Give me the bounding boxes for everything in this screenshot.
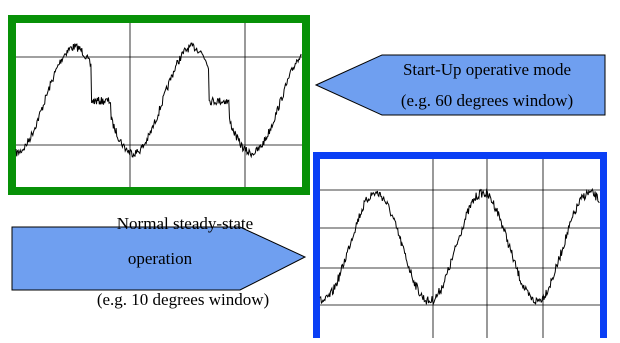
callout-text: Normal steady-state — [117, 214, 253, 233]
green-frame — [12, 19, 306, 191]
callout-text: (e.g. 10 degrees window) — [97, 290, 269, 309]
startup-scope — [12, 19, 306, 191]
diagram: Start-Up operative mode (e.g. 60 degrees… — [0, 0, 620, 338]
steady-scope — [317, 156, 604, 339]
callout-text: operation — [128, 249, 193, 268]
blue-frame — [317, 156, 604, 339]
startup-callout: Start-Up operative mode (e.g. 60 degrees… — [316, 55, 605, 115]
callout-text: Start-Up operative mode — [403, 60, 571, 79]
callout-text: (e.g. 60 degrees window) — [401, 91, 573, 110]
steady-callout: Normal steady-state operation (e.g. 10 d… — [12, 214, 305, 309]
